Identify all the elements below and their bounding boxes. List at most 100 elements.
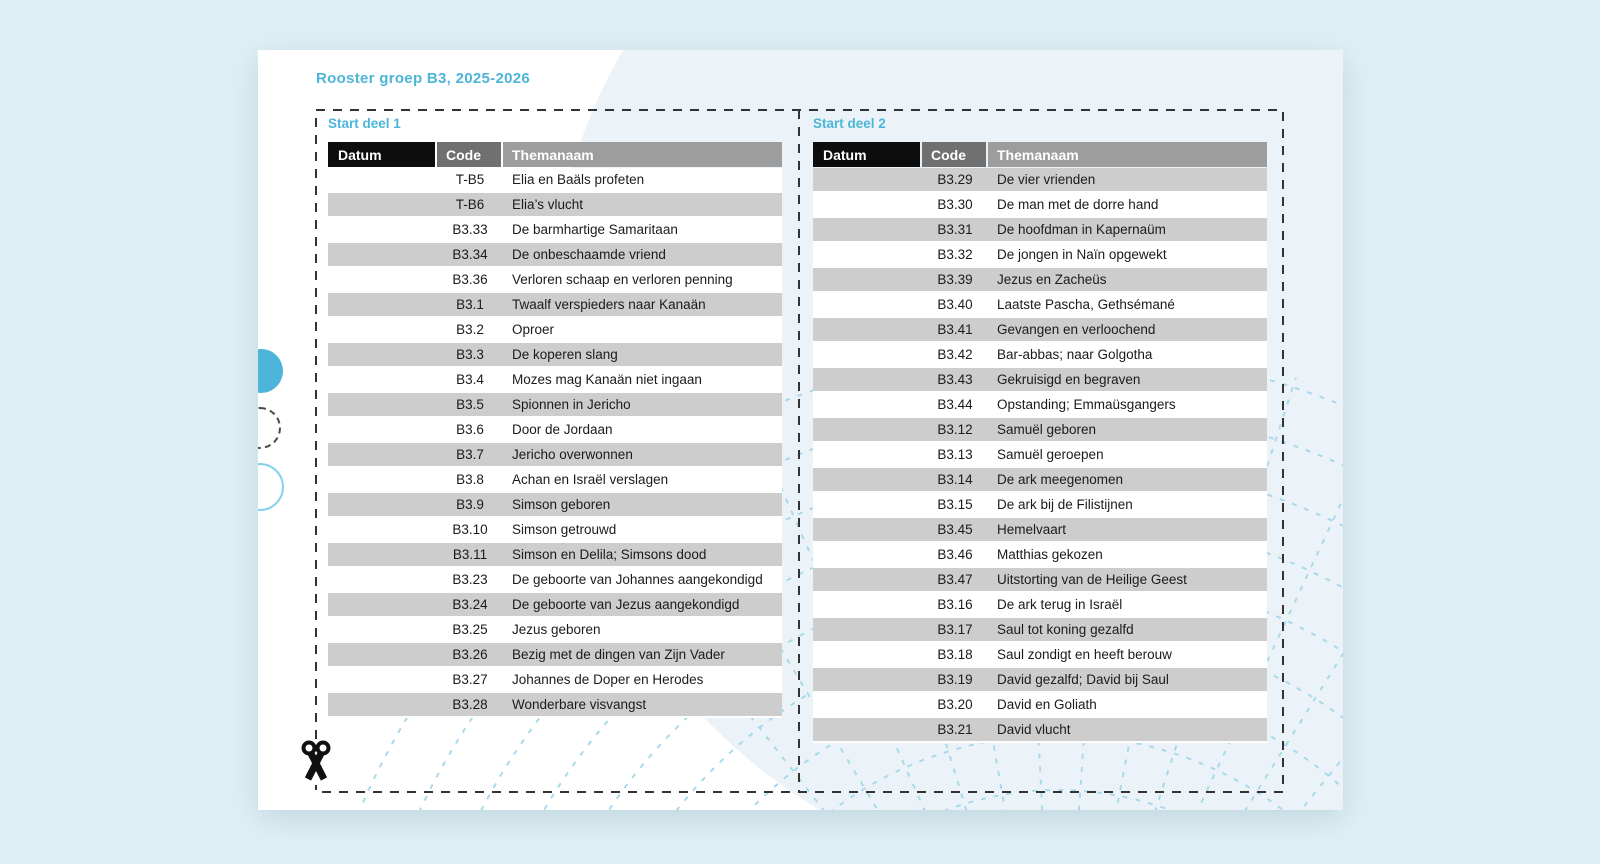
section-label: Start deel 1 — [328, 116, 401, 131]
column-header-datum: Datum — [813, 142, 920, 167]
code-cell: T-B5 — [455, 172, 485, 187]
theme-cell: Elia’s vlucht — [512, 197, 584, 212]
table-row: B3.17 Saul tot koning gezalfd — [813, 618, 1267, 643]
code-cell: B3.18 — [937, 647, 973, 662]
page-title: Rooster groep B3, 2025-2026 — [316, 70, 531, 87]
theme-cell: Bezig met de dingen van Zijn Vader — [512, 647, 725, 662]
datum-cell — [328, 368, 437, 391]
theme-cell: De man met de dorre hand — [997, 197, 1159, 212]
theme-cell: De geboorte van Jezus aangekondigd — [512, 597, 740, 612]
code-cell: B3.4 — [456, 372, 484, 387]
code-cell: B3.33 — [452, 222, 488, 237]
datum-cell — [813, 568, 922, 591]
table-row: B3.2 Oproer — [328, 318, 782, 343]
table-row: B3.36 Verloren schaap en verloren penning — [328, 268, 782, 293]
theme-cell: De barmhartige Samaritaan — [512, 222, 678, 237]
datum-cell — [328, 518, 437, 541]
theme-cell: Simson getrouwd — [512, 522, 617, 537]
table-header: Datum Code Themanaam — [328, 142, 782, 167]
code-cell: B3.43 — [937, 372, 973, 387]
table-row: B3.28 Wonderbare visvangst — [328, 693, 782, 718]
code-cell: B3.42 — [937, 347, 973, 362]
datum-cell — [813, 593, 922, 616]
code-cell: B3.28 — [452, 697, 488, 712]
column-header-themanaam: Themanaam — [503, 142, 782, 167]
theme-cell: Hemelvaart — [997, 522, 1067, 537]
theme-cell: Mozes mag Kanaän niet ingaan — [512, 372, 702, 387]
datum-cell — [328, 643, 437, 666]
datum-cell — [328, 493, 437, 516]
theme-cell: De ark terug in Israël — [997, 597, 1123, 612]
theme-cell: De geboorte van Johannes aangekondigd — [512, 572, 763, 587]
code-cell: B3.12 — [937, 422, 973, 437]
table-row: B3.13 Samuël geroepen — [813, 443, 1267, 468]
table-row: T-B6 Elia’s vlucht — [328, 193, 782, 218]
code-cell: B3.44 — [937, 397, 973, 412]
datum-cell — [328, 668, 437, 691]
table-row: B3.26 Bezig met de dingen van Zijn Vader — [328, 643, 782, 668]
datum-cell — [813, 168, 922, 191]
theme-cell: Johannes de Doper en Herodes — [512, 672, 704, 687]
section-label: Start deel 2 — [813, 116, 886, 131]
theme-cell: De ark meegenomen — [997, 472, 1124, 487]
code-cell: B3.14 — [937, 472, 973, 487]
code-cell: B3.21 — [937, 722, 973, 737]
scissors-icon — [296, 739, 336, 785]
table-row: B3.25 Jezus geboren — [328, 618, 782, 643]
table-header: Datum Code Themanaam — [813, 142, 1267, 167]
datum-cell — [328, 543, 437, 566]
code-cell: B3.40 — [937, 297, 973, 312]
theme-cell: Simson en Delila; Simsons dood — [512, 547, 707, 562]
table-row: B3.3 De koperen slang — [328, 343, 782, 368]
table-row: B3.11 Simson en Delila; Simsons dood — [328, 543, 782, 568]
code-cell: B3.32 — [937, 247, 973, 262]
table-row: B3.43 Gekruisigd en begraven — [813, 368, 1267, 393]
datum-cell — [813, 318, 922, 341]
column-header-themanaam: Themanaam — [988, 142, 1267, 167]
code-cell: B3.24 — [452, 597, 488, 612]
theme-cell: Laatste Pascha, Gethsémané — [997, 297, 1175, 312]
datum-cell — [328, 343, 437, 366]
theme-cell: De jongen in Naïn opgewekt — [997, 247, 1167, 262]
table-row: B3.14 De ark meegenomen — [813, 468, 1267, 493]
theme-cell: Jezus en Zacheüs — [997, 272, 1107, 287]
datum-cell — [328, 618, 437, 641]
table-row: B3.32 De jongen in Naïn opgewekt — [813, 243, 1267, 268]
table-row: B3.18 Saul zondigt en heeft berouw — [813, 643, 1267, 668]
code-cell: B3.30 — [937, 197, 973, 212]
datum-cell — [813, 493, 922, 516]
theme-cell: Saul tot koning gezalfd — [997, 622, 1134, 637]
table-row: B3.42 Bar-abbas; naar Golgotha — [813, 343, 1267, 368]
theme-cell: De vier vrienden — [997, 172, 1096, 187]
datum-cell — [813, 218, 922, 241]
datum-cell — [328, 168, 437, 191]
code-cell: B3.9 — [456, 497, 484, 512]
code-cell: B3.26 — [452, 647, 488, 662]
datum-cell — [328, 243, 437, 266]
datum-cell — [813, 718, 922, 741]
datum-cell — [328, 393, 437, 416]
datum-cell — [813, 443, 922, 466]
table-row: B3.39 Jezus en Zacheüs — [813, 268, 1267, 293]
table-row: B3.7 Jericho overwonnen — [328, 443, 782, 468]
code-cell: B3.27 — [452, 672, 488, 687]
theme-cell: Uitstorting van de Heilige Geest — [997, 572, 1187, 587]
code-cell: B3.11 — [452, 547, 488, 562]
table-row: B3.19 David gezalfd; David bij Saul — [813, 668, 1267, 693]
theme-cell: Gevangen en verloochend — [997, 322, 1156, 337]
table-row: B3.4 Mozes mag Kanaän niet ingaan — [328, 368, 782, 393]
datum-cell — [328, 443, 437, 466]
column-header-code: Code — [437, 142, 501, 167]
theme-cell: De ark bij de Filistijnen — [997, 497, 1133, 512]
datum-cell — [328, 218, 437, 241]
table-row: B3.34 De onbeschaamde vriend — [328, 243, 782, 268]
code-cell: B3.13 — [937, 447, 973, 462]
table-row: B3.21 David vlucht — [813, 718, 1267, 743]
code-cell: B3.46 — [937, 547, 973, 562]
table-row: B3.47 Uitstorting van de Heilige Geest — [813, 568, 1267, 593]
datum-cell — [813, 368, 922, 391]
table-row: B3.30 De man met de dorre hand — [813, 193, 1267, 218]
table-row: B3.5 Spionnen in Jericho — [328, 393, 782, 418]
table-row: B3.33 De barmhartige Samaritaan — [328, 218, 782, 243]
